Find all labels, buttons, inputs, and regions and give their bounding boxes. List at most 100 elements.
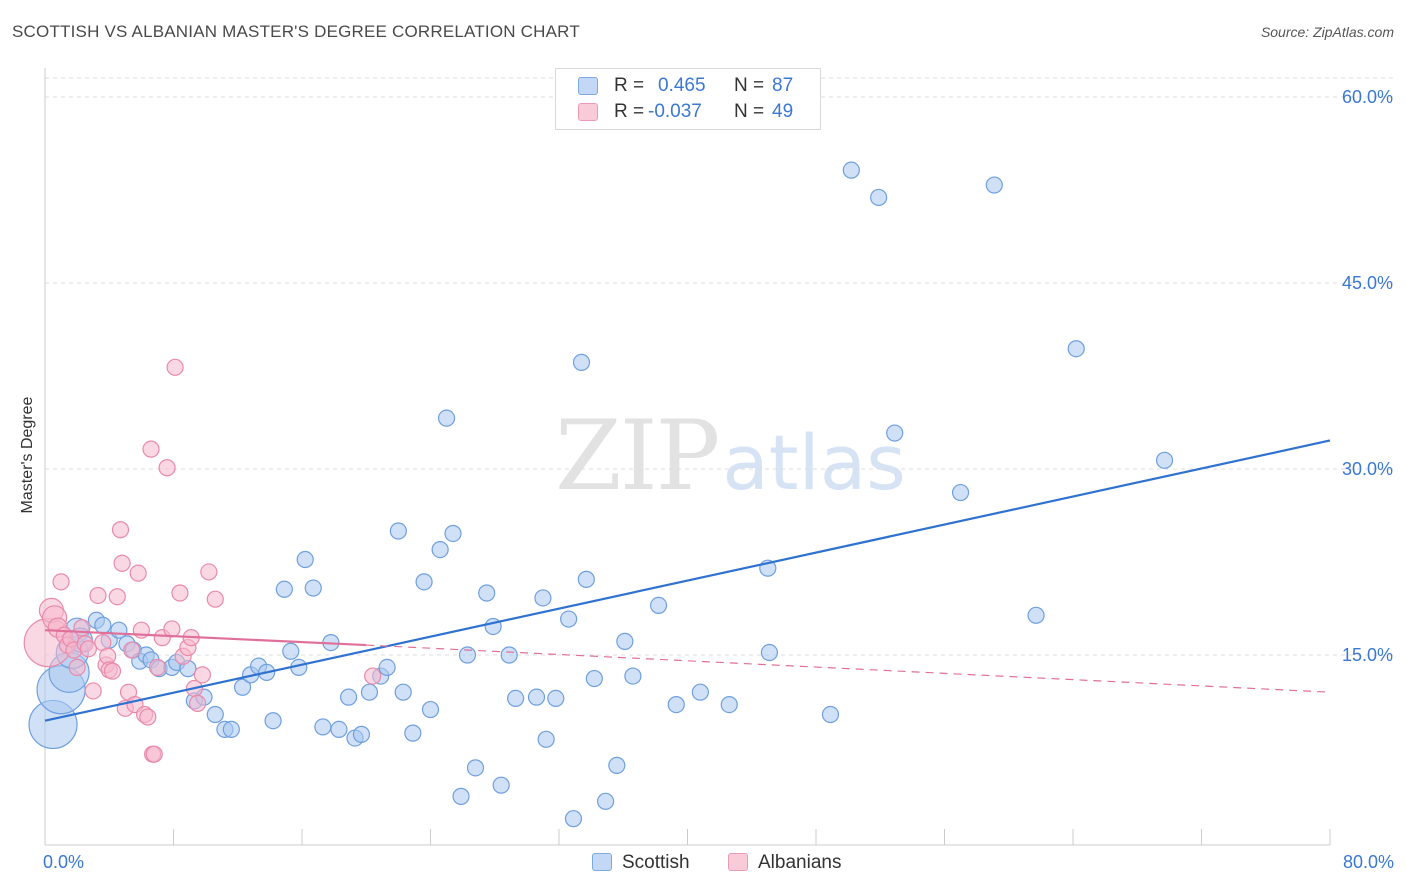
albanian-point — [158, 459, 176, 477]
scottish-point — [452, 787, 470, 805]
scottish-point — [500, 646, 518, 664]
scottish-point — [206, 705, 224, 724]
scottish-point — [233, 678, 252, 696]
albanian-point — [171, 584, 189, 602]
y-tick-label: 30.0% — [1342, 459, 1393, 479]
chart-title: SCOTTISH VS ALBANIAN MASTER'S DEGREE COR… — [12, 22, 580, 41]
scottish-point — [585, 669, 603, 688]
legend-r-value: -0.037 — [648, 101, 702, 122]
legend-r-value: 0.465 — [658, 75, 706, 96]
legend-n-label: N = — [734, 75, 765, 96]
bottom-legend-albanians: Albanians — [728, 852, 841, 876]
legend-n-value: 87 — [772, 75, 794, 96]
scottish-point — [339, 688, 358, 706]
scottish-point — [886, 424, 904, 442]
albanian-point — [79, 640, 97, 658]
scottish-point — [577, 570, 595, 588]
scottish-point — [330, 720, 348, 739]
scottish-point — [821, 705, 840, 724]
scottish-legend-label: Scottish — [622, 852, 690, 873]
scottish-point — [560, 610, 578, 628]
albanian-point — [206, 590, 224, 608]
scottish-point — [985, 176, 1003, 194]
scottish-point — [691, 683, 709, 701]
scottish-point — [415, 573, 433, 591]
scottish-point — [282, 642, 300, 660]
albanian-point — [188, 694, 207, 712]
scottish-point — [264, 712, 282, 730]
albanian-point — [200, 563, 218, 581]
scottish-point — [404, 724, 422, 742]
scottish-point — [394, 683, 412, 701]
albanian-legend-label: Albanians — [758, 852, 842, 873]
legend-n-value: 49 — [772, 101, 794, 122]
albanian-trend-extension — [366, 644, 1331, 693]
scottish-point — [352, 725, 371, 743]
scottish-point — [760, 643, 779, 662]
scottish-point — [492, 776, 510, 794]
scottish-point — [1155, 451, 1174, 469]
scottish-point — [951, 483, 970, 502]
albanian-swatch — [578, 103, 598, 121]
scottish-point — [534, 589, 552, 607]
y-tick-label: 15.0% — [1342, 645, 1393, 665]
legend-r-label: R = — [614, 75, 645, 96]
scottish-point — [466, 759, 485, 777]
scottish-point — [564, 810, 583, 828]
watermark-atlas: atlas — [722, 418, 906, 507]
y-tick-labels: 15.0% 30.0% 45.0% 60.0% — [1342, 87, 1393, 665]
scottish-point — [275, 580, 293, 598]
scottish-point — [608, 756, 626, 774]
scottish-points — [28, 161, 1174, 828]
x-tick-min: 0.0% — [43, 852, 85, 872]
albanian-point — [145, 745, 163, 763]
scottish-point — [537, 730, 555, 748]
albanian-point — [52, 573, 70, 591]
scottish-point — [304, 579, 322, 597]
scottish-point — [547, 689, 565, 708]
watermark: ZIPatlas — [555, 400, 906, 512]
albanian-point — [113, 554, 131, 572]
y-axis-label-wrap: Master's Degree — [16, 375, 40, 535]
legend-r-label: R = — [614, 101, 645, 122]
scottish-point — [431, 540, 449, 559]
scottish-point — [667, 695, 685, 714]
grid-lines — [45, 77, 1395, 656]
albanian-point — [163, 620, 181, 638]
x-tick-max: 80.0% — [1342, 852, 1394, 872]
scottish-swatch — [578, 77, 598, 95]
source-label: Source: ZipAtlas.com — [1260, 24, 1394, 40]
scottish-point — [624, 667, 642, 685]
scottish-point — [720, 695, 738, 714]
albanian-point — [364, 667, 382, 685]
scottish-legend-swatch — [592, 853, 612, 871]
albanian-point — [148, 658, 167, 677]
scottish-point — [572, 353, 591, 371]
albanian-point — [103, 662, 122, 680]
scottish-point — [296, 550, 314, 569]
y-axis-label: Master's Degree — [19, 396, 36, 514]
scottish-point — [1067, 340, 1085, 358]
scottish-point — [360, 683, 379, 701]
albanian-point — [142, 440, 160, 458]
albanian-point — [111, 521, 130, 539]
scottish-point — [378, 658, 396, 677]
legend-n-label: N = — [734, 101, 765, 122]
albanian-point — [139, 708, 157, 726]
scottish-point — [1027, 606, 1045, 624]
scottish-point — [437, 409, 456, 427]
trend-lines — [44, 439, 1331, 722]
scottish-point — [458, 646, 477, 664]
y-tick-label: 45.0% — [1342, 273, 1393, 293]
scottish-point — [596, 792, 615, 810]
bottom-legend-scottish: Scottish — [592, 852, 690, 876]
albanian-point — [84, 682, 102, 700]
scottish-point — [444, 524, 462, 543]
albanian-legend-swatch — [728, 853, 748, 871]
scottish-point — [842, 161, 860, 179]
y-tick-label: 60.0% — [1342, 87, 1393, 107]
scottish-point — [527, 688, 546, 706]
correlation-legend: R = 0.465 N = 87 R = -0.037 N = 49 — [555, 68, 821, 130]
albanian-point — [129, 564, 147, 582]
